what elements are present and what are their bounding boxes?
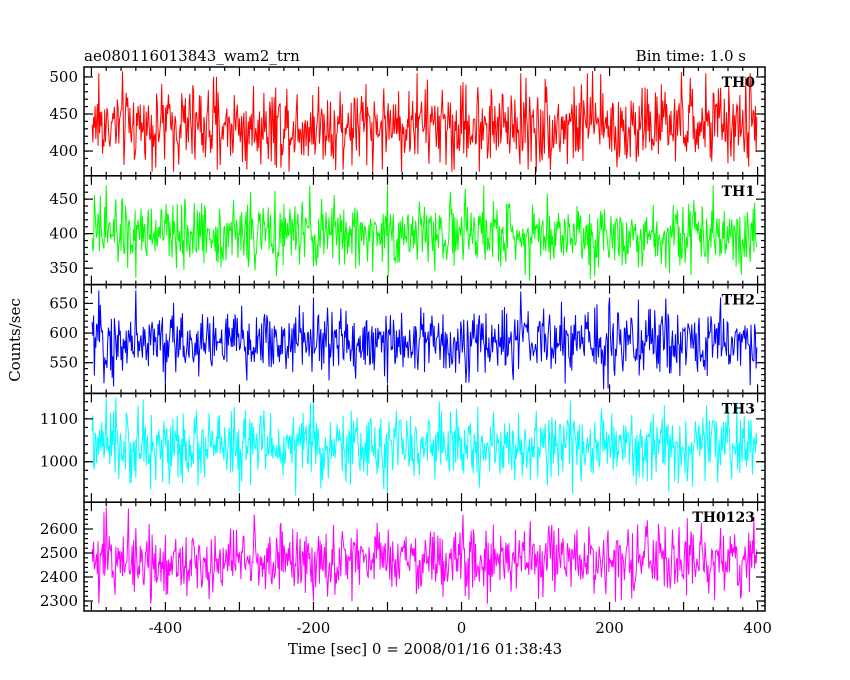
y-tick-label: 500 xyxy=(49,68,78,86)
panel-frame xyxy=(83,501,766,612)
y-axis-label: Counts/sec xyxy=(6,298,24,382)
y-tick-label: 2400 xyxy=(40,568,78,586)
y-tick-label: 2300 xyxy=(40,592,78,610)
series-line-th2 xyxy=(91,290,758,390)
panel-th0123: 2300 2400 2500 2600 TH0123 xyxy=(40,501,766,612)
series-line-th0123 xyxy=(91,507,758,604)
x-axis: -400 -200 0 200 400 xyxy=(149,619,772,637)
y-tick-label: 2600 xyxy=(40,520,78,538)
y-tick-label: 2500 xyxy=(40,544,78,562)
x-axis-label: Time [sec] 0 = 2008/01/16 01:38:43 xyxy=(288,640,562,658)
panel-label: TH1 xyxy=(722,184,755,200)
series-line-th3 xyxy=(91,397,758,496)
y-tick-label: 1000 xyxy=(40,453,78,471)
y-tick-label: 350 xyxy=(49,259,78,277)
panel-th1: 350 400 450 TH1 xyxy=(49,175,766,286)
panel-th2: 550 600 650 TH2 xyxy=(49,283,766,395)
y-tick-label: 400 xyxy=(49,225,78,243)
y-tick-label: 400 xyxy=(49,142,78,160)
x-tick-label: -400 xyxy=(149,619,183,637)
plot-title: ae080116013843_wam2_trn xyxy=(84,47,300,65)
y-tick-label: 600 xyxy=(49,324,78,342)
y-tick-label: 550 xyxy=(49,354,78,372)
panel-th3: 1000 1100 TH3 xyxy=(40,392,766,503)
panel-th0: 400 450 500 TH0 xyxy=(49,66,766,177)
x-tick-label: -200 xyxy=(297,619,331,637)
series-line-th1 xyxy=(91,185,758,281)
y-tick-label: 450 xyxy=(49,190,78,208)
bin-time-label: Bin time: 1.0 s xyxy=(636,47,746,65)
y-tick-label: 450 xyxy=(49,105,78,123)
y-tick-label: 650 xyxy=(49,294,78,312)
panel-label: TH2 xyxy=(722,293,755,309)
panels-group: 400 450 500 TH0 350 400 450 TH1 550 600 650 TH2 1000… xyxy=(40,66,766,612)
x-tick-label: 200 xyxy=(595,619,624,637)
series-line-th0 xyxy=(91,70,758,172)
x-tick-label: 0 xyxy=(457,619,467,637)
panel-label: TH3 xyxy=(722,401,755,417)
y-tick-label: 1100 xyxy=(40,410,78,428)
panel-label: TH0123 xyxy=(692,510,755,526)
x-tick-label: 400 xyxy=(743,619,772,637)
panel-label: TH0 xyxy=(722,75,756,91)
